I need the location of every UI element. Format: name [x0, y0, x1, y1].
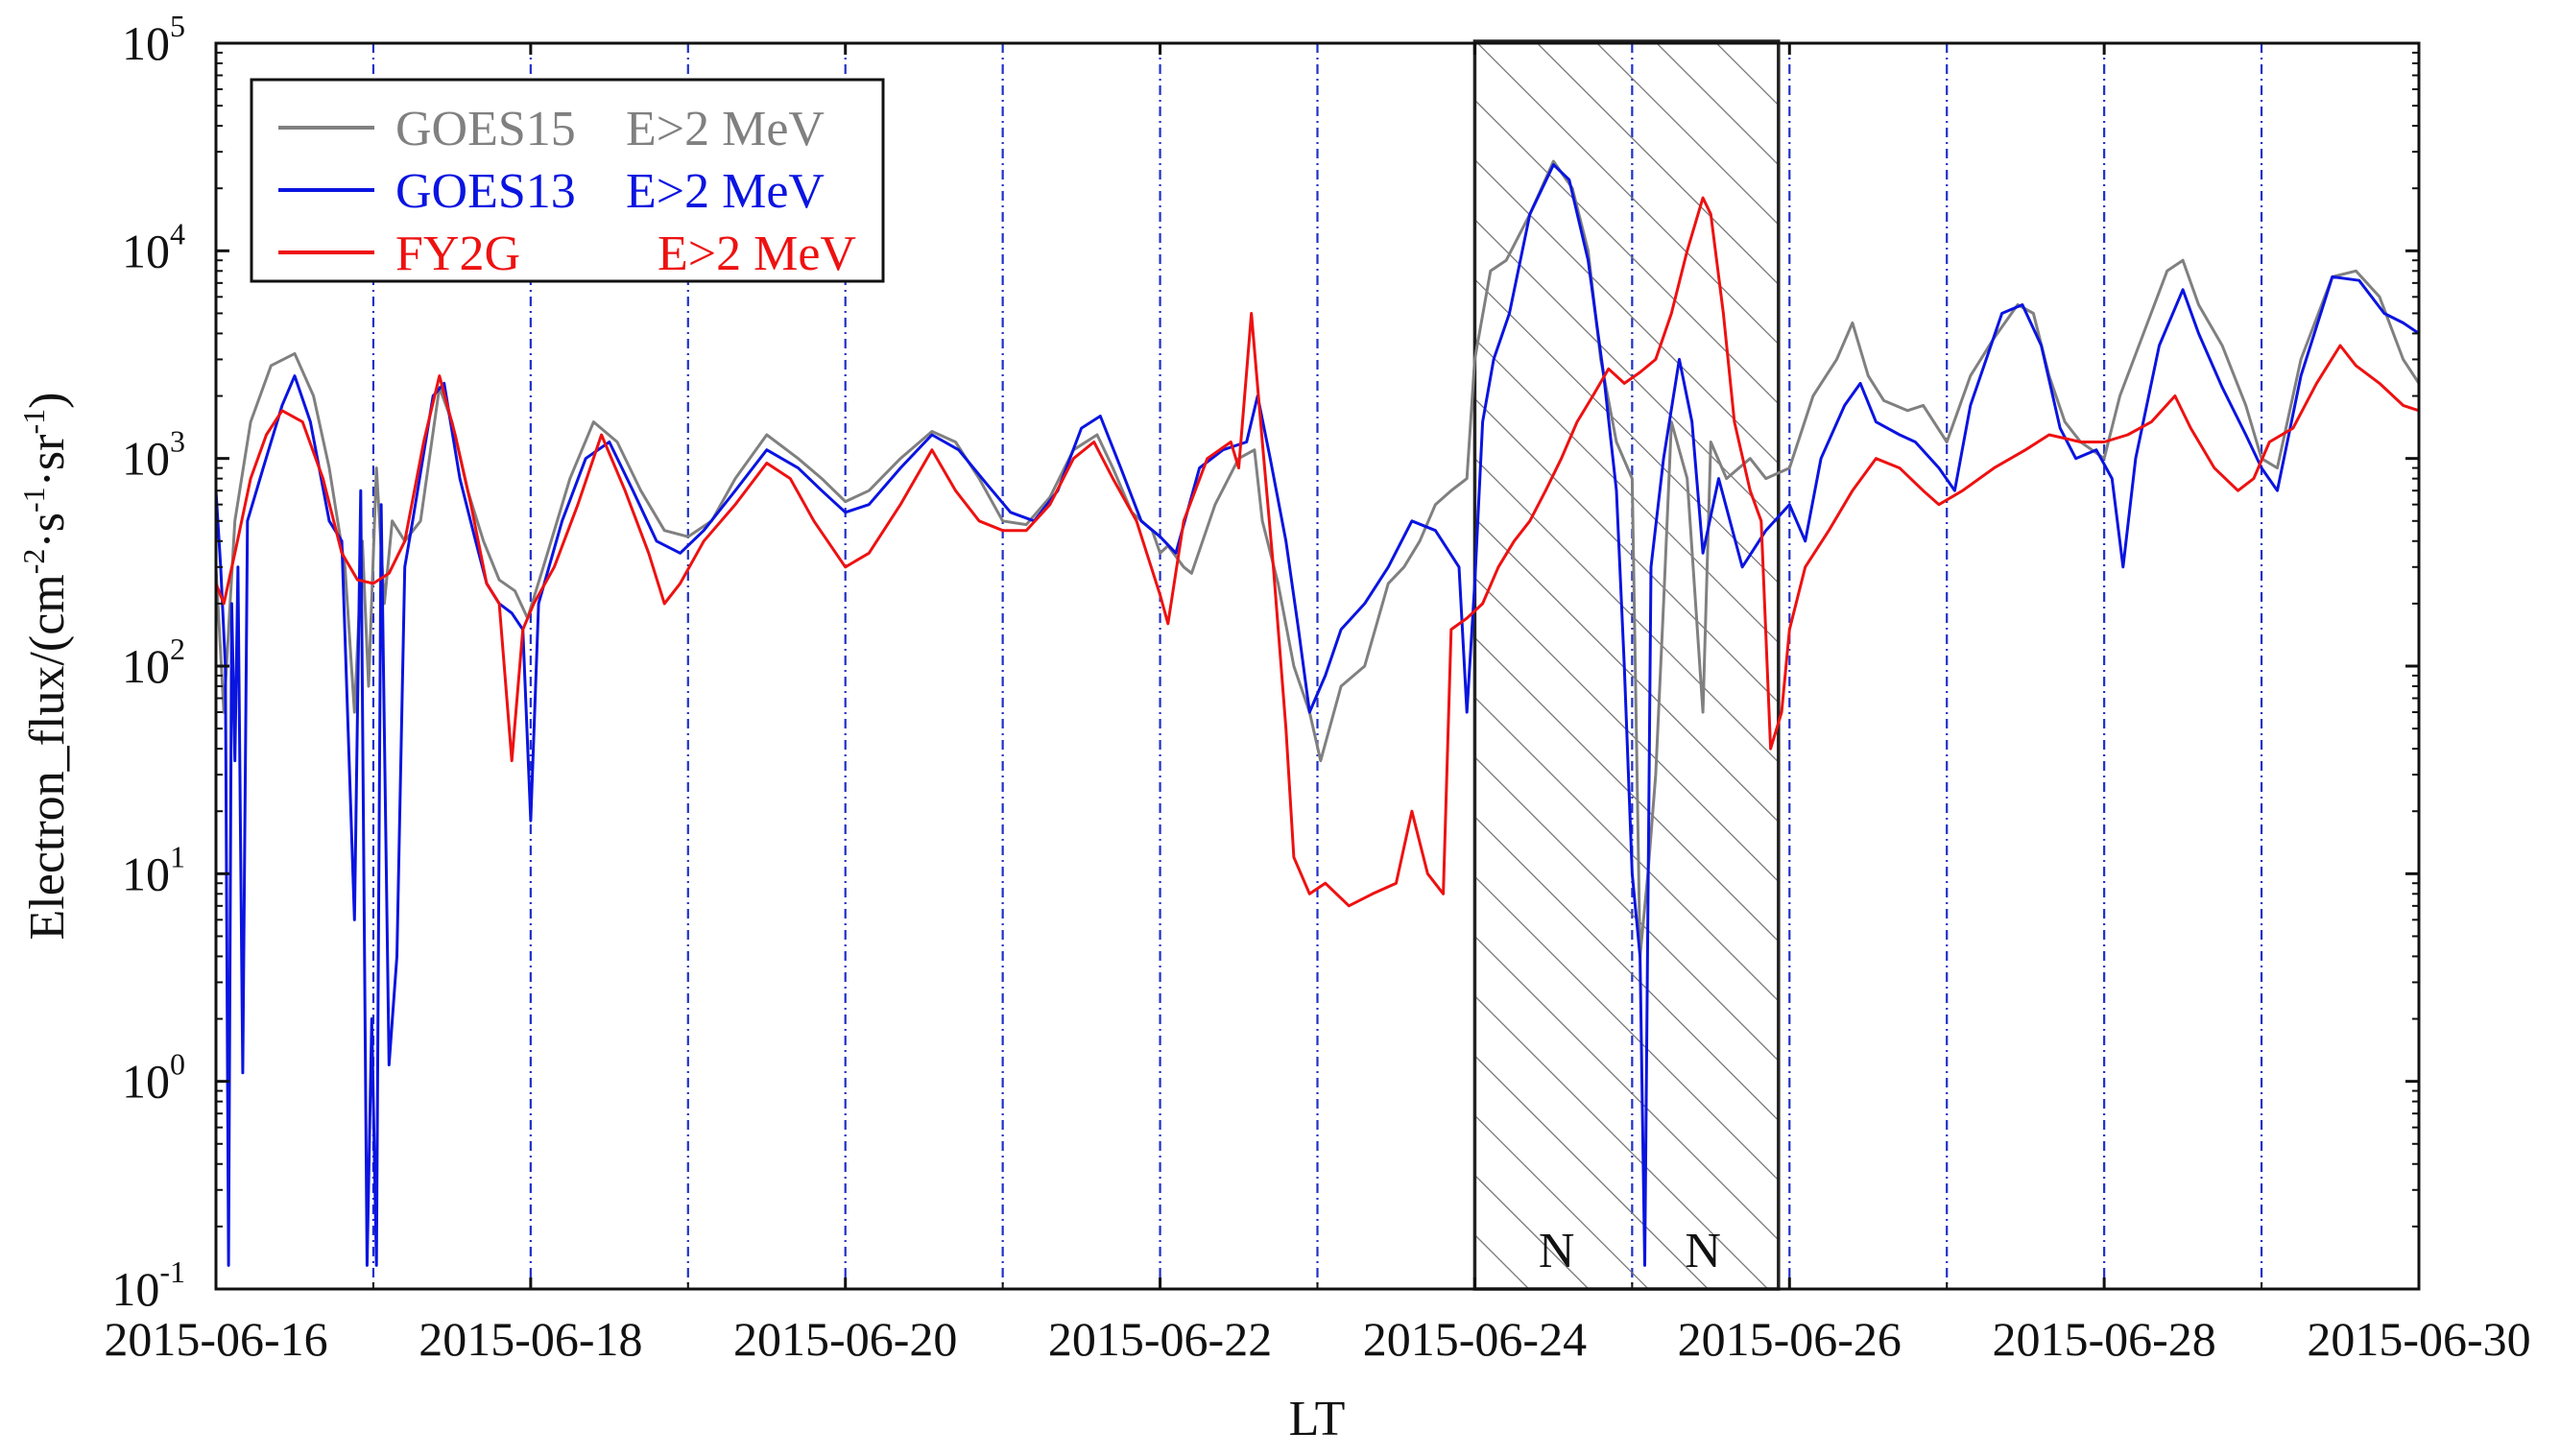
x-tick-label: 2015-06-18 — [419, 1312, 642, 1366]
x-tick-label: 2015-06-28 — [1992, 1312, 2215, 1366]
legend-entry-goes15: GOES15 E>2 MeV — [395, 102, 825, 156]
shaded-region — [1472, 39, 1781, 1291]
shaded-region-box — [1472, 39, 1781, 1291]
y-tick-label: 104 — [122, 216, 185, 277]
region-annotation: N — [1539, 1224, 1575, 1278]
series-lines — [216, 159, 2419, 1267]
legend: GOES15 E>2 MeV GOES13 E>2 MeV FY2G E>2 MeV — [250, 78, 885, 283]
x-tick-label: 2015-06-20 — [733, 1312, 957, 1366]
region-annotation: N — [1685, 1224, 1721, 1278]
axes: 2015-06-16 2015-06-18 2015-06-20 2015-06-22… — [104, 9, 2530, 1366]
y-tick-label: 105 — [122, 9, 185, 70]
legend-entry-goes13: GOES13 E>2 MeV — [395, 164, 825, 219]
y-tick-label: 100 — [122, 1047, 185, 1109]
series-line-goes15 — [216, 159, 2419, 958]
y-tick-label: 10-1 — [111, 1254, 185, 1316]
x-tick-label: 2015-06-16 — [104, 1312, 327, 1366]
legend-entry-fy2g: FY2G E>2 MeV — [395, 227, 856, 281]
legend-box — [250, 78, 885, 283]
series-line-fy2g — [216, 196, 2419, 908]
x-tick-label: 2015-06-22 — [1048, 1312, 1272, 1366]
series-line-goes13 — [216, 163, 2419, 1267]
x-tick-label: 2015-06-24 — [1363, 1312, 1587, 1366]
x-axis-title: LT — [1289, 1392, 1346, 1446]
y-axis-title: Electron_flux/(cm-2·s-1·sr-1) — [16, 393, 75, 941]
x-tick-label: 2015-06-30 — [2307, 1312, 2530, 1366]
y-tick-label: 102 — [122, 632, 185, 693]
y-tick-label: 101 — [122, 839, 185, 900]
y-tick-label: 103 — [122, 424, 185, 486]
x-tick-label: 2015-06-26 — [1678, 1312, 1902, 1366]
